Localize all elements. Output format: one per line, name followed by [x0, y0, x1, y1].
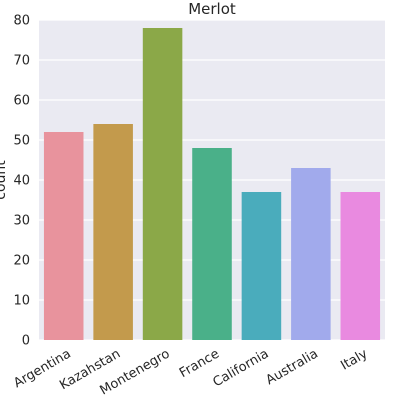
x-tick-label: California	[210, 346, 271, 390]
y-axis-ticks: 0 10 20 30 40 50 60 70 80	[13, 14, 30, 349]
y-tick-label: 30	[13, 214, 30, 229]
bar-italy	[340, 192, 381, 340]
y-tick-label: 40	[13, 174, 30, 189]
x-tick-label: Australia	[264, 346, 321, 388]
y-tick-label: 0	[22, 334, 30, 349]
y-tick-label: 20	[13, 254, 30, 269]
y-axis-label: count	[0, 160, 9, 200]
y-tick-label: 60	[13, 94, 30, 109]
bar-montenegro	[142, 28, 183, 340]
y-tick-label: 80	[13, 14, 30, 29]
bar-france	[192, 148, 232, 340]
bar-california	[241, 192, 282, 340]
y-tick-label: 70	[13, 54, 30, 69]
x-tick-label: Italy	[338, 346, 370, 373]
bars	[43, 28, 381, 340]
y-tick-label: 50	[13, 134, 30, 149]
chart-title: Merlot	[188, 0, 236, 18]
y-tick-label: 10	[13, 294, 30, 309]
bar-australia	[291, 168, 331, 340]
bar-argentina	[43, 132, 84, 340]
bar-kazahstan	[93, 124, 133, 340]
